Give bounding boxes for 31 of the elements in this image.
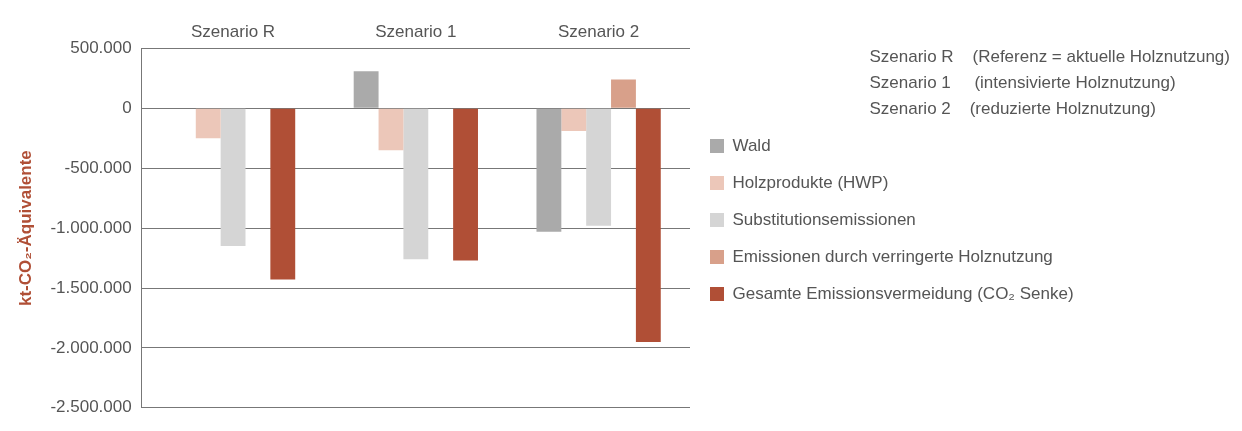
text: Szenario 2 (reduzierte Holznutzung) xyxy=(869,98,1157,120)
bar xyxy=(270,108,296,280)
y-tick-label: 500.000 xyxy=(70,38,132,58)
legend-label: Emissionen durch verringerte Holznutzung xyxy=(732,246,1053,266)
x-tick-label: Szenario 2 xyxy=(557,21,640,41)
legend-label: Wald xyxy=(732,135,771,155)
bar xyxy=(220,108,246,247)
bar xyxy=(586,108,612,226)
y-tick-label: 0 xyxy=(122,97,132,117)
y-tick-label: -2.000.000 xyxy=(50,337,132,357)
y-tick-label: -2.500.000 xyxy=(50,397,132,417)
bar xyxy=(403,108,429,260)
y-tick-label: -1.000.000 xyxy=(50,217,132,237)
bar xyxy=(353,71,379,108)
y-tick-label: -1.500.000 xyxy=(50,277,132,297)
text: Szenario R (Referenz = aktuelle Holznutzung) xyxy=(869,46,1230,68)
x-tick-label: Szenario R xyxy=(191,21,276,41)
bar xyxy=(536,108,562,232)
bar xyxy=(195,108,221,139)
y-axis-title: kt-CO₂-Äquivalente xyxy=(15,150,35,307)
y-tick-label: -500.000 xyxy=(64,157,132,177)
x-tick-label: Szenario 1 xyxy=(375,21,457,41)
text: Szenario 1 (intensivierte Holznutzung) xyxy=(869,72,1177,94)
legend-label: Holzprodukte (HWP) xyxy=(732,172,889,192)
bar xyxy=(611,79,636,108)
legend-label: Substitutionsemissionen xyxy=(732,209,916,229)
legend-label: Gesamte Emissionsvermeidung (CO₂ Senke) xyxy=(732,283,1074,303)
bar xyxy=(561,108,587,132)
bar xyxy=(378,108,404,151)
bar xyxy=(453,108,478,261)
bar xyxy=(635,108,661,342)
